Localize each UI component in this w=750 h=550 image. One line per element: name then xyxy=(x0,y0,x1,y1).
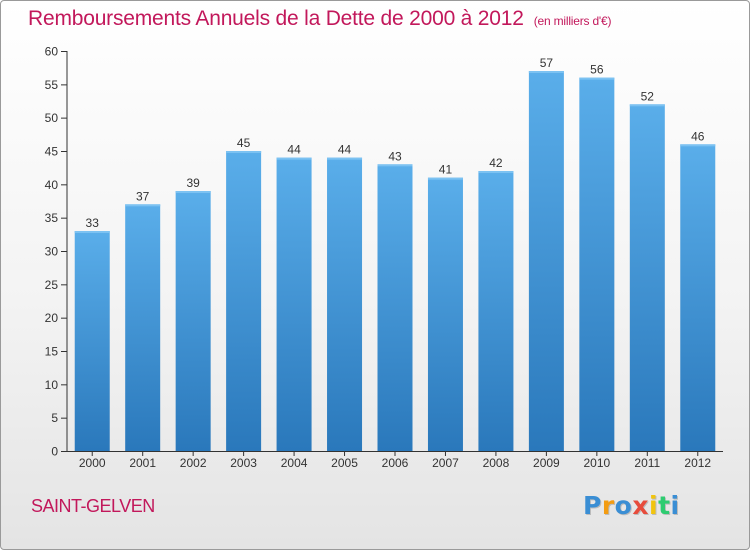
bar-highlight xyxy=(528,71,564,73)
bar-highlight xyxy=(175,191,211,193)
y-tick-label: 0 xyxy=(51,445,58,459)
y-tick-label: 30 xyxy=(45,245,59,259)
y-tick-label: 20 xyxy=(45,311,59,325)
x-tick-label: 2001 xyxy=(129,456,156,470)
x-tick-label: 2011 xyxy=(634,456,660,470)
x-tick-label: 2003 xyxy=(230,456,257,470)
y-tick-label: 55 xyxy=(45,78,59,92)
place-name: SAINT-GELVEN xyxy=(31,496,155,516)
bar-value-label: 45 xyxy=(237,136,251,150)
x-tick-label: 2008 xyxy=(483,456,510,470)
x-tick-label: 2006 xyxy=(382,456,409,470)
y-tick-label: 15 xyxy=(45,345,59,359)
bar-highlight xyxy=(680,144,716,147)
bar xyxy=(629,104,665,451)
bar xyxy=(74,231,110,451)
bar-value-label: 44 xyxy=(338,143,352,157)
logo-letter: o xyxy=(614,491,633,520)
logo-letter: P xyxy=(583,491,602,520)
bar xyxy=(226,151,262,451)
bar-value-label: 44 xyxy=(287,143,301,157)
bar xyxy=(175,191,211,451)
bar-highlight xyxy=(629,104,665,107)
bar-value-label: 42 xyxy=(489,156,503,170)
y-tick-label: 10 xyxy=(45,378,59,392)
bar-value-label: 43 xyxy=(388,149,402,163)
bar xyxy=(680,144,716,452)
bar-value-label: 56 xyxy=(590,63,604,77)
bar-highlight xyxy=(377,164,413,167)
bar xyxy=(579,77,615,452)
x-tick-label: 2010 xyxy=(583,456,610,470)
logo-letter: t xyxy=(658,491,671,520)
bar xyxy=(276,157,312,451)
bars xyxy=(74,71,716,452)
bar-value-label: 41 xyxy=(439,163,453,177)
chart-title: Remboursements Annuels de la Dette de 20… xyxy=(28,7,611,31)
bar-highlight xyxy=(276,157,312,160)
y-tick-label: 25 xyxy=(45,278,59,292)
bar-highlight xyxy=(327,157,363,160)
bar xyxy=(377,164,413,452)
bar-value-label: 39 xyxy=(186,176,200,190)
bar xyxy=(478,171,514,451)
bar-value-label: 33 xyxy=(86,216,100,230)
x-axis: 2000 2001 2002 2003 2004 2005 2006 2007 2008 2009… xyxy=(67,451,723,470)
y-tick-label: 60 xyxy=(45,45,59,59)
bar-value-label: 37 xyxy=(136,189,150,203)
bar xyxy=(528,71,564,451)
data-labels: 33 37 39 45 44 44 43 41 42 57 56 52 46 xyxy=(86,56,705,230)
x-tick-label: 2007 xyxy=(432,456,459,470)
chart-title-text: Remboursements Annuels de la Dette de 20… xyxy=(28,7,524,30)
bar-value-label: 57 xyxy=(540,56,554,70)
y-axis: 0 5 10 15 20 25 30 35 40 45 50 55 60 xyxy=(45,45,68,459)
x-tick-label: 2012 xyxy=(684,456,711,470)
bar-value-label: 52 xyxy=(641,89,655,103)
x-tick-label: 2000 xyxy=(79,456,106,470)
bar-highlight xyxy=(125,204,161,207)
bar-highlight xyxy=(427,177,463,180)
chart-subtitle: (en milliers d'€) xyxy=(533,14,612,28)
bar-highlight xyxy=(226,151,262,153)
proxiti-logo: Proxiti xyxy=(583,491,680,520)
bar xyxy=(327,157,363,451)
bar-highlight xyxy=(579,77,615,80)
bar-highlight xyxy=(478,171,514,173)
logo-letter: r xyxy=(601,491,615,520)
x-tick-label: 2002 xyxy=(180,456,207,470)
logo-letter: i xyxy=(649,491,659,520)
y-tick-label: 35 xyxy=(45,211,59,225)
x-tick-label: 2009 xyxy=(533,456,560,470)
bar-highlight xyxy=(74,231,110,233)
y-tick-label: 50 xyxy=(45,111,59,125)
y-tick-label: 45 xyxy=(45,145,59,159)
bar-value-label: 46 xyxy=(691,129,705,143)
logo-letter: x xyxy=(632,491,649,520)
bar xyxy=(427,177,463,451)
y-tick-label: 5 xyxy=(51,411,58,425)
y-tick-label: 40 xyxy=(45,178,59,192)
logo-letter: i xyxy=(670,491,680,520)
x-tick-label: 2004 xyxy=(281,456,308,470)
bar xyxy=(125,204,161,451)
x-tick-label: 2005 xyxy=(331,456,358,470)
